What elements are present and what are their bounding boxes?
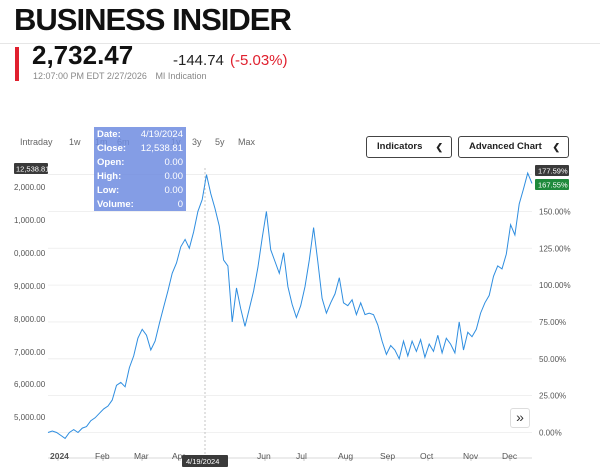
quote-meta: 12:07:00 PM EDT 2/27/2026 MI Indication [33,71,206,81]
indicators-button[interactable]: Indicators ❮ [366,136,452,158]
indicators-label: Indicators [377,141,423,152]
right-tick-label: 50.00% [539,355,566,364]
tooltip-high-label: High: [97,171,122,182]
x-tick-label: Nov [463,451,479,461]
price-chart[interactable]: 2,000.00 1,000.00 0,000.00 9,000.00 8,000.00… [0,160,600,472]
left-tick-label: 5,000.00 [14,413,46,422]
x-tick-label: Dec [502,451,518,461]
right-green-badge-label: 167.55% [538,181,568,190]
tooltip-volume-value: 0 [177,199,183,210]
data-tooltip: Date: 4/19/2024 Close: 12,538.81 Open: 0.00… [94,127,186,211]
tooltip-volume-row: Volume: 0 [94,199,186,211]
x-tick-label: 2024 [50,451,69,461]
negative-indicator-bar [15,47,19,81]
tooltip-close-row: Close: 12,538.81 [94,143,186,155]
x-tick-label: Feb [95,451,110,461]
range-max[interactable]: Max [238,137,256,147]
tooltip-open-row: Open: 0.00 [94,157,186,169]
chevron-down-icon: ❮ [435,142,443,152]
left-axis-labels: 2,000.00 1,000.00 0,000.00 9,000.00 8,000.00… [14,183,46,422]
right-tick-label: 0.00% [539,429,562,438]
right-tick-label: 100.00% [539,281,571,290]
left-tick-label: 7,000.00 [14,348,46,357]
crosshair-date-label: 4/19/2024 [186,457,219,466]
x-tick-label: Mar [134,451,149,461]
quote-change-percent: (-5.03%) [230,52,288,69]
left-tick-label: 8,000.00 [14,315,46,324]
x-tick-label: Apr [172,451,185,461]
chart-grid [48,174,532,459]
left-tick-label: 0,000.00 [14,249,46,258]
tooltip-open-label: Open: [97,157,125,168]
range-1w[interactable]: 1w [69,137,81,147]
left-tick-label: 2,000.00 [14,183,46,192]
crosshair-date-badge [182,455,228,467]
tooltip-date-row: Date: 4/19/2024 [94,129,186,141]
series-line [47,171,533,440]
right-top-badge-label: 177.59% [538,167,568,176]
x-tick-label: Aug [338,451,353,461]
left-tick-label: 6,000.00 [14,380,46,389]
tooltip-close-label: Close: [97,143,127,154]
x-axis-labels: 2024 Feb Mar Apr Jun Jul Aug Sep Oct Nov Dec [50,451,518,461]
right-tick-label: 150.00% [539,207,571,216]
x-tick-label: Oct [420,451,434,461]
quote-change: -144.74 [173,52,224,69]
expand-chevrons-icon[interactable]: » [510,408,530,428]
x-tick-label: Jun [257,451,271,461]
range-3y[interactable]: 3y [192,137,202,147]
right-top-badge [535,165,569,176]
tooltip-volume-label: Volume: [97,199,134,210]
x-tick-label: Sep [380,451,395,461]
left-badge-label: 12,538.81 [16,165,49,174]
tooltip-open-value: 0.00 [164,157,184,168]
left-tick-label: 9,000.00 [14,282,46,291]
chevron-down-icon: ❮ [552,142,560,152]
tooltip-close-value: 12,538.81 [140,143,183,154]
tooltip-date-label: Date: [97,129,121,140]
right-green-badge [535,179,569,190]
left-tick-label: 1,000.00 [14,216,46,225]
value-badges: 12,538.81 177.59% 167.55% 4/19/2024 [14,163,569,467]
right-tick-label: 125.00% [539,244,571,253]
left-value-badge [14,163,48,174]
header-divider [0,43,600,44]
tooltip-low-value: 0.00 [164,185,184,196]
tooltip-low-label: Low: [97,185,120,196]
advanced-chart-button[interactable]: Advanced Chart ❮ [458,136,569,158]
tooltip-high-value: 0.00 [164,171,184,182]
tooltip-high-row: High: 0.00 [94,171,186,183]
x-tick-label: Jul [296,451,307,461]
range-5y[interactable]: 5y [215,137,225,147]
quote-price: 2,732.47 [32,40,134,70]
brand-logo[interactable]: BUSINESS INSIDER [14,2,292,37]
quote-time: 12:07:00 PM EDT 2/27/2026 [33,71,147,81]
advanced-chart-label: Advanced Chart [469,141,542,152]
tooltip-date-value: 4/19/2024 [140,129,183,140]
right-tick-label: 75.00% [539,318,566,327]
range-intraday[interactable]: Intraday [20,137,53,147]
tooltip-low-row: Low: 0.00 [94,185,186,197]
right-axis-labels: 150.00% 125.00% 100.00% 75.00% 50.00% 25.00% 0… [539,207,571,437]
quote-source: MI Indication [155,71,207,81]
right-tick-label: 25.00% [539,392,566,401]
